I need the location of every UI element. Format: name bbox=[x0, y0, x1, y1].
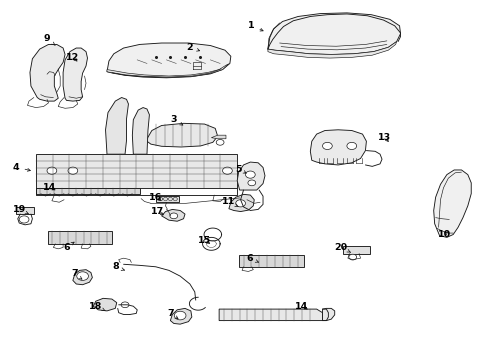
Text: 1: 1 bbox=[247, 21, 263, 31]
Polygon shape bbox=[237, 162, 264, 190]
Polygon shape bbox=[132, 108, 149, 154]
Text: 11: 11 bbox=[222, 197, 238, 207]
Polygon shape bbox=[238, 255, 304, 267]
Circle shape bbox=[222, 167, 232, 174]
Circle shape bbox=[245, 171, 255, 178]
Polygon shape bbox=[310, 130, 366, 165]
Circle shape bbox=[174, 311, 185, 320]
Text: 6: 6 bbox=[63, 242, 74, 252]
Circle shape bbox=[19, 216, 29, 223]
Text: 8: 8 bbox=[112, 262, 124, 271]
Circle shape bbox=[348, 254, 356, 260]
Polygon shape bbox=[267, 13, 400, 54]
Text: 15: 15 bbox=[198, 236, 211, 245]
Circle shape bbox=[169, 213, 177, 219]
Polygon shape bbox=[30, 44, 65, 101]
Text: 13: 13 bbox=[378, 133, 391, 142]
Text: 6: 6 bbox=[245, 254, 258, 263]
Polygon shape bbox=[48, 231, 112, 244]
Polygon shape bbox=[433, 170, 470, 237]
Text: 7: 7 bbox=[71, 269, 82, 279]
Polygon shape bbox=[322, 309, 334, 320]
Polygon shape bbox=[107, 43, 230, 78]
Text: 12: 12 bbox=[66, 53, 80, 62]
Text: 19: 19 bbox=[13, 205, 29, 214]
Polygon shape bbox=[107, 64, 228, 77]
Circle shape bbox=[68, 167, 78, 174]
Text: 4: 4 bbox=[13, 163, 30, 172]
Text: 18: 18 bbox=[89, 302, 105, 311]
Polygon shape bbox=[73, 270, 92, 285]
Text: 16: 16 bbox=[149, 193, 162, 202]
Polygon shape bbox=[156, 196, 178, 202]
Text: 5: 5 bbox=[235, 165, 245, 174]
Polygon shape bbox=[36, 154, 237, 188]
Circle shape bbox=[346, 142, 356, 149]
Circle shape bbox=[235, 200, 245, 207]
Polygon shape bbox=[16, 207, 34, 214]
Polygon shape bbox=[267, 41, 396, 58]
Text: 10: 10 bbox=[437, 230, 450, 239]
Polygon shape bbox=[219, 309, 322, 320]
Polygon shape bbox=[36, 188, 140, 194]
Text: 14: 14 bbox=[295, 302, 308, 311]
Polygon shape bbox=[170, 309, 191, 324]
Text: 9: 9 bbox=[43, 34, 55, 45]
Circle shape bbox=[121, 302, 129, 308]
Text: 17: 17 bbox=[151, 207, 164, 216]
Polygon shape bbox=[93, 298, 117, 311]
Polygon shape bbox=[211, 135, 225, 139]
Text: 2: 2 bbox=[186, 43, 199, 52]
Text: 3: 3 bbox=[170, 115, 183, 125]
Polygon shape bbox=[161, 210, 184, 221]
Circle shape bbox=[77, 272, 88, 280]
Text: 20: 20 bbox=[334, 243, 350, 252]
Circle shape bbox=[47, 167, 57, 174]
Polygon shape bbox=[146, 123, 217, 147]
Polygon shape bbox=[63, 48, 87, 101]
Polygon shape bbox=[342, 246, 369, 253]
Text: 14: 14 bbox=[43, 183, 56, 192]
Text: 7: 7 bbox=[167, 309, 178, 319]
Circle shape bbox=[322, 142, 331, 149]
Circle shape bbox=[247, 180, 255, 186]
Polygon shape bbox=[105, 98, 128, 154]
Polygon shape bbox=[228, 194, 254, 212]
